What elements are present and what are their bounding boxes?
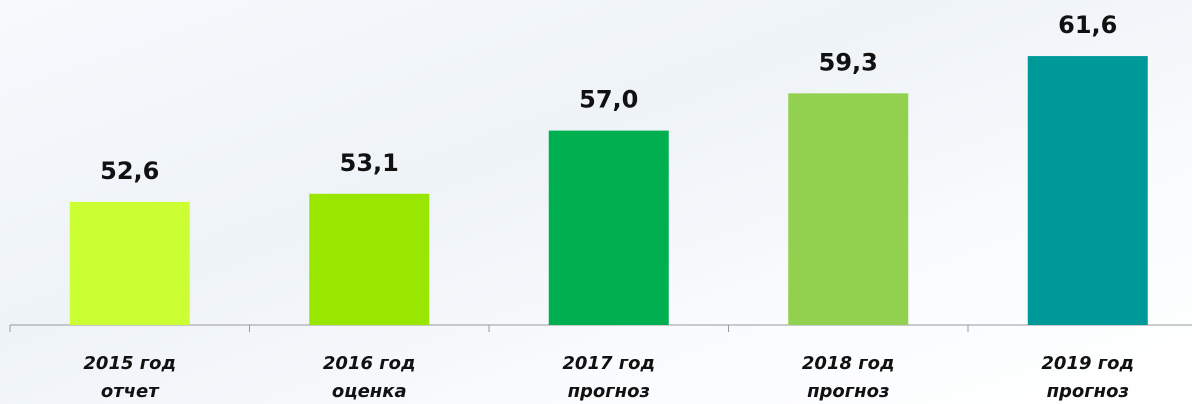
bar bbox=[69, 201, 190, 325]
x-tick-label: прогноз bbox=[568, 381, 650, 402]
x-tick-label: 2015 год bbox=[83, 353, 176, 374]
value-label: 61,6 bbox=[1058, 11, 1117, 39]
value-label: 57,0 bbox=[579, 86, 638, 114]
x-tick-label: 2019 год bbox=[1041, 353, 1134, 374]
bar bbox=[309, 193, 430, 325]
bar bbox=[548, 130, 669, 325]
bar bbox=[1027, 56, 1148, 326]
x-tick-label: прогноз bbox=[1047, 381, 1129, 402]
value-label: 53,1 bbox=[340, 149, 399, 177]
x-tick-label: 2017 год bbox=[562, 353, 655, 374]
x-tick-label: прогноз bbox=[807, 381, 889, 402]
x-tick-label: 2018 год bbox=[802, 353, 895, 374]
bar bbox=[788, 93, 909, 325]
x-tick-label: оценка bbox=[332, 381, 407, 402]
value-label: 59,3 bbox=[819, 48, 878, 76]
x-tick-label: 2016 год bbox=[323, 353, 416, 374]
value-label: 52,6 bbox=[100, 157, 159, 185]
x-tick-label: отчет bbox=[101, 381, 160, 402]
